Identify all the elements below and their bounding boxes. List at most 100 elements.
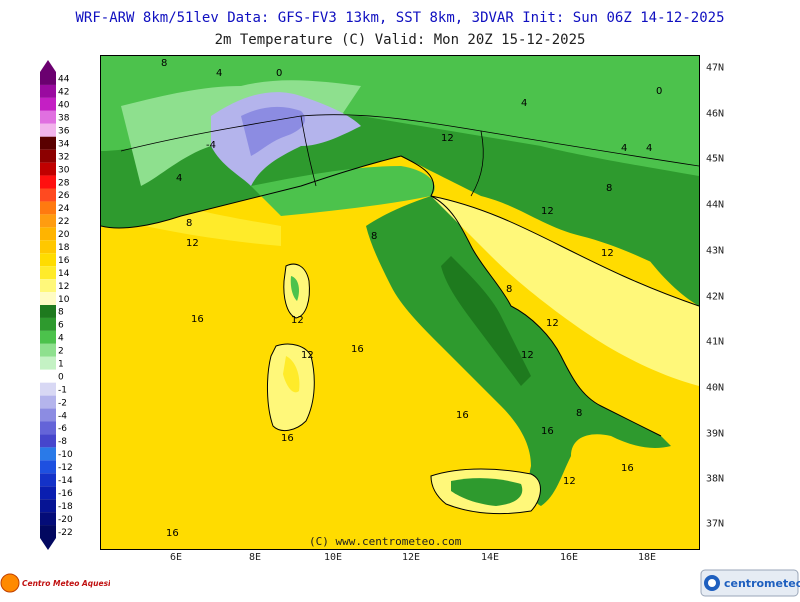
lat-label: 45N xyxy=(706,153,725,165)
legend-swatch xyxy=(40,421,56,435)
map-label: 12 xyxy=(521,350,534,361)
centro-meteo-aquesio-logo[interactable]: Centro Meteo Aquesio xyxy=(0,568,116,598)
legend-swatch xyxy=(40,266,56,280)
lon-label: 12E xyxy=(401,552,421,563)
legend-value: 24 xyxy=(58,204,70,214)
logo-right-text: centrometeo xyxy=(724,577,800,590)
map-label: 16 xyxy=(281,433,294,444)
lon-label: 8E xyxy=(248,552,262,563)
legend-value: 8 xyxy=(58,308,64,318)
map-label: 4 xyxy=(621,143,627,154)
legend-swatch xyxy=(40,330,56,344)
legend-swatch xyxy=(40,395,56,409)
legend-value: -2 xyxy=(58,398,67,408)
legend-value: -12 xyxy=(58,463,73,473)
legend-swatch xyxy=(40,253,56,267)
map-label: 12 xyxy=(186,238,199,249)
legend-swatch xyxy=(40,525,56,538)
lat-label: 44N xyxy=(706,199,725,211)
legend-swatch xyxy=(40,240,56,254)
map-label: 12 xyxy=(441,133,454,144)
legend-value: 30 xyxy=(58,165,70,175)
legend-swatch xyxy=(40,434,56,448)
map-label: 8 xyxy=(186,218,192,229)
legend-value: 1 xyxy=(58,359,64,369)
lon-label: 14E xyxy=(480,552,500,563)
map-label: 8 xyxy=(161,58,167,69)
legend-swatch xyxy=(40,292,56,305)
lat-label: 38N xyxy=(706,473,725,485)
legend-swatch xyxy=(40,473,56,487)
legend-value: 18 xyxy=(58,243,70,253)
legend-swatch xyxy=(40,343,56,357)
map-label: 8 xyxy=(606,183,612,194)
legend-swatch xyxy=(40,162,56,176)
legend-value: 28 xyxy=(58,178,70,188)
legend-swatch xyxy=(40,72,56,85)
map-label: 12 xyxy=(563,476,576,487)
legend-swatch xyxy=(40,447,56,461)
map-label: 0 xyxy=(656,86,662,97)
map-label: -4 xyxy=(206,140,216,151)
map-label: 12 xyxy=(291,315,304,326)
legend-bottom-arrow xyxy=(40,538,56,550)
map-label: 4 xyxy=(216,68,222,79)
legend-value: -4 xyxy=(58,411,67,421)
legend-value: 42 xyxy=(58,88,69,98)
legend-value: 0 xyxy=(58,372,64,382)
legend-value: 16 xyxy=(58,256,70,266)
legend-value: 38 xyxy=(58,114,70,124)
lat-label: 46N xyxy=(706,108,725,120)
legend-value: 44 xyxy=(58,75,70,85)
legend-value: -10 xyxy=(58,450,73,460)
lat-label: 40N xyxy=(706,382,725,394)
lon-label: 10E xyxy=(323,552,343,563)
legend-value: 6 xyxy=(58,321,64,331)
map-label: 16 xyxy=(541,426,554,437)
legend-swatch xyxy=(40,110,56,124)
map-label: 8 xyxy=(371,231,377,242)
map-label: 12 xyxy=(546,318,559,329)
lon-label: 6E xyxy=(169,552,183,563)
legend-value: 2 xyxy=(58,347,64,357)
color-legend: 4442403836343230282624222018161412108642… xyxy=(40,60,73,550)
lat-label: 37N xyxy=(706,518,725,530)
legend-swatch xyxy=(40,499,56,513)
legend-value: -1 xyxy=(58,385,67,395)
legend-value: 12 xyxy=(58,282,69,292)
map-canvas: 16 16 16 12 12 12 8 8 4 4 0 -4 12 12 12 … xyxy=(101,56,699,549)
map-label: 4 xyxy=(176,173,182,184)
legend-value: -6 xyxy=(58,424,67,434)
legend-value: 40 xyxy=(58,101,70,111)
legend-value: -18 xyxy=(58,502,73,512)
legend-swatch xyxy=(40,305,56,318)
legend-value: 34 xyxy=(58,139,70,149)
lat-label: 42N xyxy=(706,291,725,303)
legend-value: -22 xyxy=(58,528,73,538)
map-label: 4 xyxy=(646,143,652,154)
lat-label: 43N xyxy=(706,245,725,257)
legend-swatch xyxy=(40,188,56,202)
legend-value: 10 xyxy=(58,295,70,305)
map-label: 16 xyxy=(166,528,179,539)
legend-swatch xyxy=(40,460,56,474)
legend-swatch xyxy=(40,214,56,228)
legend-swatch xyxy=(40,279,56,293)
legend-swatch xyxy=(40,84,56,98)
map-label: 16 xyxy=(351,344,364,355)
legend-value: 20 xyxy=(58,230,70,240)
lat-label: 41N xyxy=(706,336,725,348)
header-subtitle: 2m Temperature (C) Valid: Mon 20Z 15-12-… xyxy=(214,32,586,48)
legend-top-arrow xyxy=(40,60,56,72)
legend-value: -8 xyxy=(58,437,67,447)
centrometeo-logo[interactable]: centrometeo xyxy=(700,568,800,598)
credit-text: (C) www.centrometeo.com xyxy=(309,535,462,548)
legend-swatch xyxy=(40,512,56,526)
legend-swatch xyxy=(40,408,56,422)
map-label: 16 xyxy=(621,463,634,474)
legend-swatch xyxy=(40,175,56,189)
legend-swatch xyxy=(40,136,56,150)
legend-value: 26 xyxy=(58,191,70,201)
lon-label: 16E xyxy=(559,552,579,563)
legend-swatch xyxy=(40,97,56,111)
